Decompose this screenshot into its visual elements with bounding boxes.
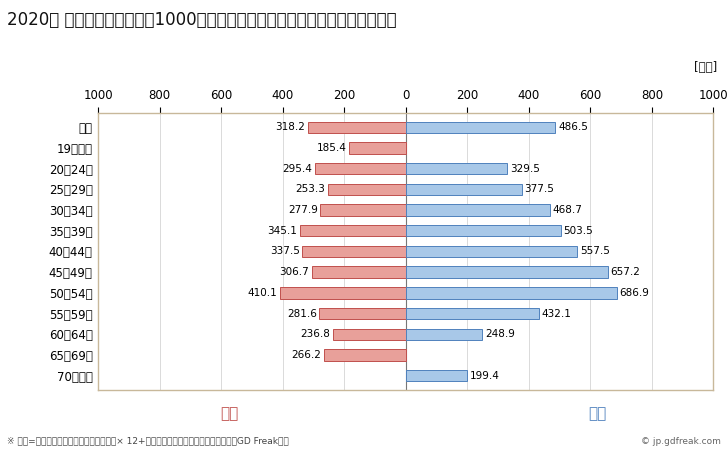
Text: 377.5: 377.5	[524, 184, 554, 194]
Bar	[308, 122, 406, 133]
Text: 410.1: 410.1	[248, 288, 277, 298]
Text: 432.1: 432.1	[541, 308, 571, 318]
Text: [万円]: [万円]	[694, 61, 717, 74]
Text: 236.8: 236.8	[301, 329, 331, 339]
Bar	[320, 308, 406, 319]
Bar	[406, 163, 507, 175]
Text: 281.6: 281.6	[287, 308, 317, 318]
Text: © jp.gdfreak.com: © jp.gdfreak.com	[641, 437, 721, 446]
Bar	[333, 328, 406, 340]
Bar	[320, 204, 406, 216]
Text: 557.5: 557.5	[579, 246, 609, 257]
Bar	[280, 287, 406, 299]
Bar	[406, 308, 539, 319]
Bar	[302, 246, 406, 257]
Text: 686.9: 686.9	[620, 288, 649, 298]
Text: 337.5: 337.5	[269, 246, 300, 257]
Text: 男性: 男性	[587, 406, 606, 422]
Bar	[328, 184, 406, 195]
Bar	[406, 122, 555, 133]
Text: ※ 年収=「きまって支給する現金給与額」× 12+「年間賞与その他特別給与額」としてGD Freak推計: ※ 年収=「きまって支給する現金給与額」× 12+「年間賞与その他特別給与額」と…	[7, 437, 289, 446]
Text: 318.2: 318.2	[276, 122, 306, 132]
Bar	[406, 204, 550, 216]
Text: 266.2: 266.2	[292, 350, 322, 360]
Text: 女性: 女性	[220, 406, 239, 422]
Text: 185.4: 185.4	[317, 143, 347, 153]
Text: 345.1: 345.1	[267, 226, 297, 236]
Bar	[300, 225, 406, 236]
Bar	[315, 163, 406, 175]
Bar	[406, 184, 522, 195]
Bar	[406, 267, 608, 278]
Bar	[324, 349, 406, 361]
Bar	[312, 267, 406, 278]
Text: 329.5: 329.5	[510, 164, 539, 174]
Text: 253.3: 253.3	[296, 184, 325, 194]
Bar	[406, 246, 577, 257]
Text: 486.5: 486.5	[558, 122, 587, 132]
Text: 295.4: 295.4	[282, 164, 312, 174]
Bar	[406, 225, 561, 236]
Text: 657.2: 657.2	[611, 267, 641, 277]
Text: 277.9: 277.9	[288, 205, 318, 215]
Text: 248.9: 248.9	[485, 329, 515, 339]
Bar	[349, 142, 406, 154]
Text: 503.5: 503.5	[563, 226, 593, 236]
Text: 2020年 民間企業（従業者数1000人以上）フルタイム労働者の男女別平均年収: 2020年 民間企業（従業者数1000人以上）フルタイム労働者の男女別平均年収	[7, 11, 397, 29]
Bar	[406, 370, 467, 381]
Bar	[406, 287, 617, 299]
Text: 199.4: 199.4	[470, 371, 499, 381]
Bar	[406, 328, 483, 340]
Text: 468.7: 468.7	[553, 205, 582, 215]
Text: 306.7: 306.7	[280, 267, 309, 277]
